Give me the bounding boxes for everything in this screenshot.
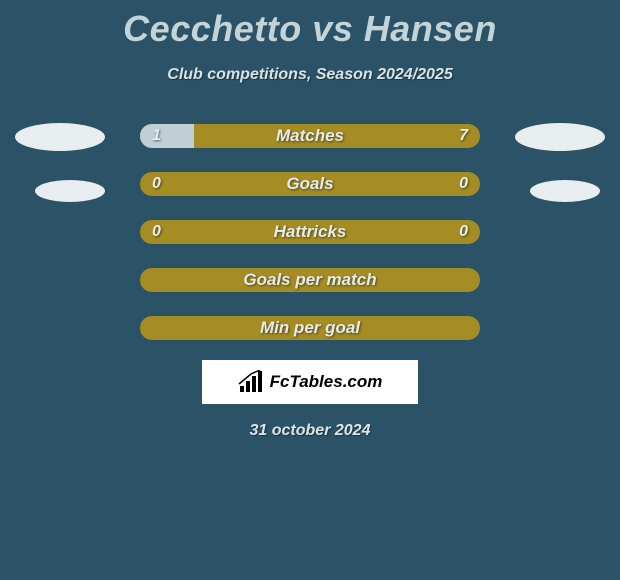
stat-label: Min per goal: [140, 318, 480, 338]
stat-row-goals-per-match: Goals per match: [140, 268, 480, 292]
stat-row-min-per-goal: Min per goal: [140, 316, 480, 340]
stat-row-goals: 0 Goals 0: [140, 172, 480, 196]
stat-right-value: 7: [459, 127, 468, 145]
stat-right-value: 0: [459, 175, 468, 193]
subtitle: Club competitions, Season 2024/2025: [0, 66, 620, 84]
stat-label: Hattricks: [140, 222, 480, 242]
page-title: Cecchetto vs Hansen: [0, 0, 620, 50]
stats-container: 1 Matches 7 0 Goals 0 0 Hattricks 0 Goal…: [0, 124, 620, 340]
date-text: 31 october 2024: [0, 422, 620, 440]
stat-right-value: 0: [459, 223, 468, 241]
bar-chart-icon: [238, 370, 266, 394]
stat-row-hattricks: 0 Hattricks 0: [140, 220, 480, 244]
stat-label: Goals: [140, 174, 480, 194]
stat-row-matches: 1 Matches 7: [140, 124, 480, 148]
logo-text: FcTables.com: [270, 372, 383, 392]
logo-box: FcTables.com: [202, 360, 418, 404]
stat-label: Goals per match: [140, 270, 480, 290]
stat-label: Matches: [140, 126, 480, 146]
